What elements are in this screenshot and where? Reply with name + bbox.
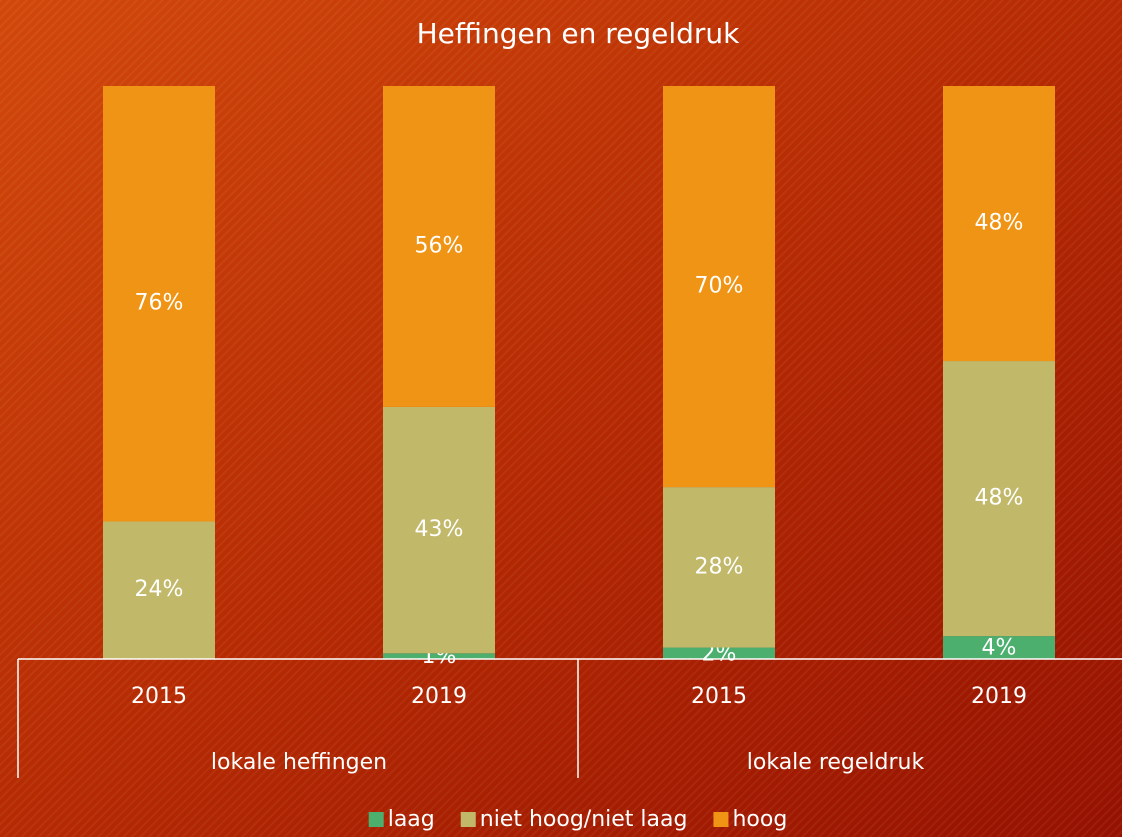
bar-segment (103, 521, 215, 659)
x-tick-label: 2015 (691, 684, 747, 709)
bar-segment (383, 86, 495, 407)
bar-segment (383, 653, 495, 659)
legend-label: hoog (732, 807, 787, 832)
x-tick-label: 2019 (971, 684, 1027, 709)
data-label: 56% (415, 233, 464, 258)
x-tick-label: 2019 (411, 684, 467, 709)
group-label: lokale regeldruk (747, 750, 925, 775)
x-tick-label: 2015 (131, 684, 187, 709)
legend-swatch (368, 812, 384, 827)
data-label: 4% (982, 636, 1017, 661)
data-label: 28% (695, 554, 744, 579)
legend-label: niet hoog/niet laag (480, 807, 688, 832)
data-label: 24% (135, 577, 184, 602)
bar-segment (943, 361, 1055, 637)
data-label: 48% (975, 486, 1024, 511)
legend-swatch (713, 812, 729, 827)
legend-label: laag (388, 807, 435, 832)
bar-segment (663, 647, 775, 659)
chart-title: Heffingen en regeldruk (417, 17, 741, 50)
data-label: 76% (135, 291, 184, 316)
bar-segment (943, 86, 1055, 362)
data-label: 70% (695, 274, 744, 299)
bar-segment (103, 86, 215, 522)
bar-segment (663, 86, 775, 488)
data-label: 48% (975, 211, 1024, 236)
bar-segment (383, 406, 495, 654)
legend-swatch (460, 812, 476, 827)
group-label: lokale heffingen (211, 750, 387, 775)
bar-segment (663, 487, 775, 648)
data-label: 43% (415, 517, 464, 542)
bar-segment (943, 636, 1055, 659)
